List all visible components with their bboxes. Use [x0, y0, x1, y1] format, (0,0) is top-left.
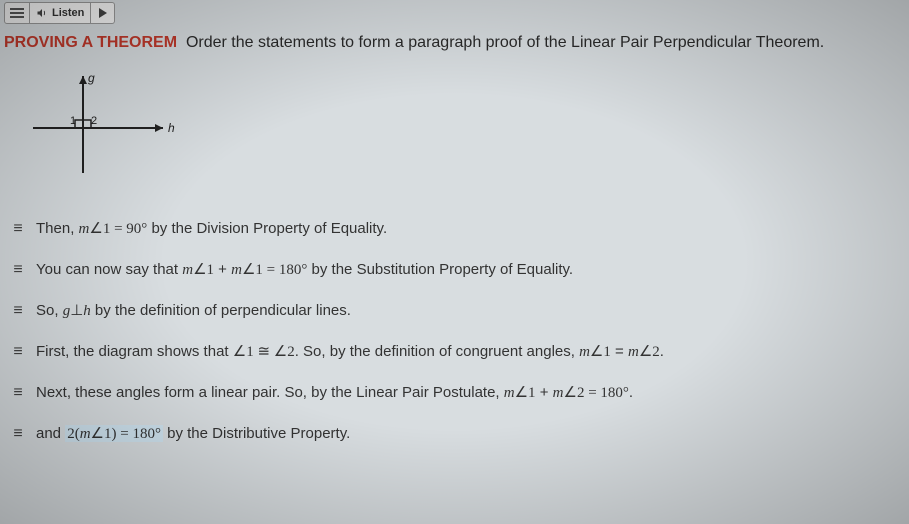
statement-item[interactable]: ≡ First, the diagram shows that ∠1 ≅ ∠2.…	[10, 342, 909, 361]
angle-diagram: g h 1 2	[28, 68, 909, 183]
menu-button[interactable]	[4, 2, 30, 24]
statement-item[interactable]: ≡ Next, these angles form a linear pair.…	[10, 383, 909, 402]
speaker-icon	[36, 7, 48, 19]
play-button[interactable]	[91, 2, 115, 24]
statement-text: Next, these angles form a linear pair. S…	[36, 383, 633, 402]
heading-lead: PROVING A THEOREM	[4, 34, 177, 51]
play-icon	[99, 8, 107, 18]
drag-handle-icon[interactable]: ≡	[10, 384, 26, 402]
listen-button[interactable]: Listen	[30, 2, 91, 24]
statement-text: So, g⊥h by the definition of perpendicul…	[36, 301, 351, 320]
drag-handle-icon[interactable]: ≡	[10, 261, 26, 279]
hamburger-icon	[10, 8, 24, 18]
top-toolbar: Listen	[0, 0, 909, 26]
drag-handle-icon[interactable]: ≡	[10, 343, 26, 361]
statement-text: Then, m∠1 = 90° by the Division Property…	[36, 219, 387, 238]
statement-item[interactable]: ≡ So, g⊥h by the definition of perpendic…	[10, 301, 909, 320]
statement-list: ≡ Then, m∠1 = 90° by the Division Proper…	[0, 193, 909, 443]
listen-label: Listen	[52, 7, 84, 19]
label-angle-2: 2	[91, 115, 97, 127]
statement-item[interactable]: ≡ Then, m∠1 = 90° by the Division Proper…	[10, 219, 909, 238]
heading-text: Order the statements to form a paragraph…	[186, 34, 824, 51]
statement-item[interactable]: ≡ You can now say that m∠1 + m∠1 = 180° …	[10, 260, 909, 279]
drag-handle-icon[interactable]: ≡	[10, 220, 26, 238]
statement-text: and 2(m∠1) = 180° by the Distributive Pr…	[36, 424, 350, 443]
label-h: h	[168, 121, 175, 135]
drag-handle-icon[interactable]: ≡	[10, 425, 26, 443]
statement-text: You can now say that m∠1 + m∠1 = 180° by…	[36, 260, 573, 279]
statement-item[interactable]: ≡ and 2(m∠1) = 180° by the Distributive …	[10, 424, 909, 443]
instruction-heading: PROVING A THEOREM Order the statements t…	[0, 26, 909, 62]
statement-text: First, the diagram shows that ∠1 ≅ ∠2. S…	[36, 342, 664, 361]
drag-handle-icon[interactable]: ≡	[10, 302, 26, 320]
label-g: g	[88, 71, 95, 85]
